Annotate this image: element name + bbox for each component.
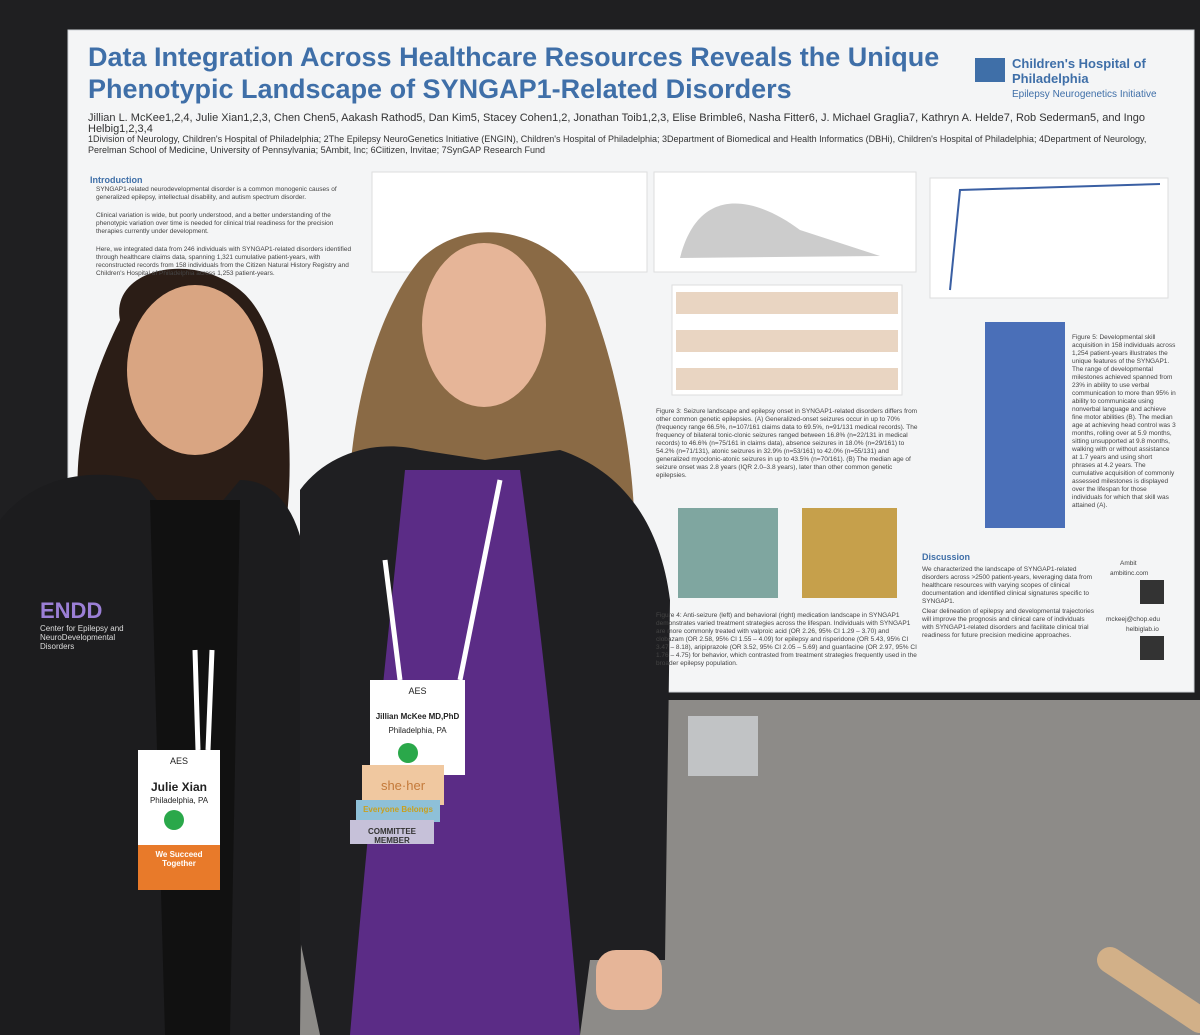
figure-4-left <box>678 508 778 598</box>
heatmap <box>676 330 898 352</box>
bag <box>688 716 758 776</box>
badge-dot <box>398 743 418 763</box>
badge-ribbon: We Succeed Together <box>155 850 203 868</box>
contact: ambitinc.com <box>1110 570 1149 577</box>
section-heading: Discussion <box>922 552 971 562</box>
figure-caption: Figure 3: Seizure landscape and epilepsy… <box>656 408 918 479</box>
contact: mckeej@chop.edu <box>1106 616 1160 623</box>
paragraph: Clear delineation of epilepsy and develo… <box>922 608 1094 639</box>
bullet: Here, we integrated data from 246 indivi… <box>96 246 352 277</box>
figure-caption: Figure 5: Developmental skill acquisitio… <box>1072 334 1176 509</box>
lanyard <box>192 649 215 751</box>
heatmap <box>676 292 898 314</box>
figure-4-right <box>802 508 897 598</box>
badge <box>370 680 465 775</box>
hand <box>596 950 662 1010</box>
contact: Ambit <box>1120 560 1137 567</box>
badge-dot <box>164 810 184 830</box>
figure-5a <box>929 177 1169 299</box>
affiliations: 1Division of Neurology, Children's Hospi… <box>88 134 1147 155</box>
badge-place: Philadelphia, PA <box>388 726 447 735</box>
badge-ribbon: she·her <box>380 778 426 793</box>
qr-code <box>1140 580 1164 604</box>
heatmap <box>676 368 898 390</box>
curve <box>949 183 1161 291</box>
bullet: SYNGAP1-related neurodevelopmental disor… <box>96 186 337 201</box>
logo-subtitle: Epilepsy Neurogenetics Initiative <box>1012 89 1157 100</box>
logo-name: Children's Hospital of Philadelphia <box>1012 56 1146 86</box>
figure-caption: Figure 4: Anti-seizure (left) and behavi… <box>656 612 917 667</box>
badge-ribbon: Everyone Belongs <box>363 805 433 814</box>
authors: Jillian L. McKee1,2,4, Julie Xian1,2,3, … <box>88 112 1146 135</box>
paragraph: We characterized the landscape of SYNGAP… <box>922 566 1092 605</box>
ribbon <box>350 820 434 844</box>
poster-title: Data Integration Across Healthcare Resou… <box>88 42 940 72</box>
badge-name: Julie Xian <box>150 780 208 794</box>
bullet: Clinical variation is wide, but poorly u… <box>96 212 334 235</box>
section-heading: Introduction <box>90 175 143 185</box>
ribbon <box>362 765 444 805</box>
figure-5b <box>985 322 1065 528</box>
badge-org: AES <box>169 756 188 766</box>
area-plot <box>680 203 880 258</box>
badge-place: Philadelphia, PA <box>149 796 209 805</box>
jacket-logo: ENDD <box>40 598 103 623</box>
face <box>127 285 263 455</box>
qr-code <box>1140 636 1164 660</box>
lanyard <box>382 479 503 681</box>
badge-name: Jillian McKee MD,PhD <box>375 712 460 721</box>
jacket-logo-subtitle: Center for Epilepsy and NeuroDevelopment… <box>40 624 124 651</box>
contact: helbiglab.io <box>1126 626 1159 633</box>
tube <box>1097 947 1200 1033</box>
ribbon <box>138 845 220 890</box>
badge-org: AES <box>408 686 427 696</box>
face <box>422 243 546 407</box>
hospital-logo <box>975 58 1005 82</box>
poster-title: Phenotypic Landscape of SYNGAP1-Related … <box>88 74 792 104</box>
badge-ribbon: COMMITTEE MEMBER <box>368 827 416 845</box>
ribbon <box>356 800 440 822</box>
